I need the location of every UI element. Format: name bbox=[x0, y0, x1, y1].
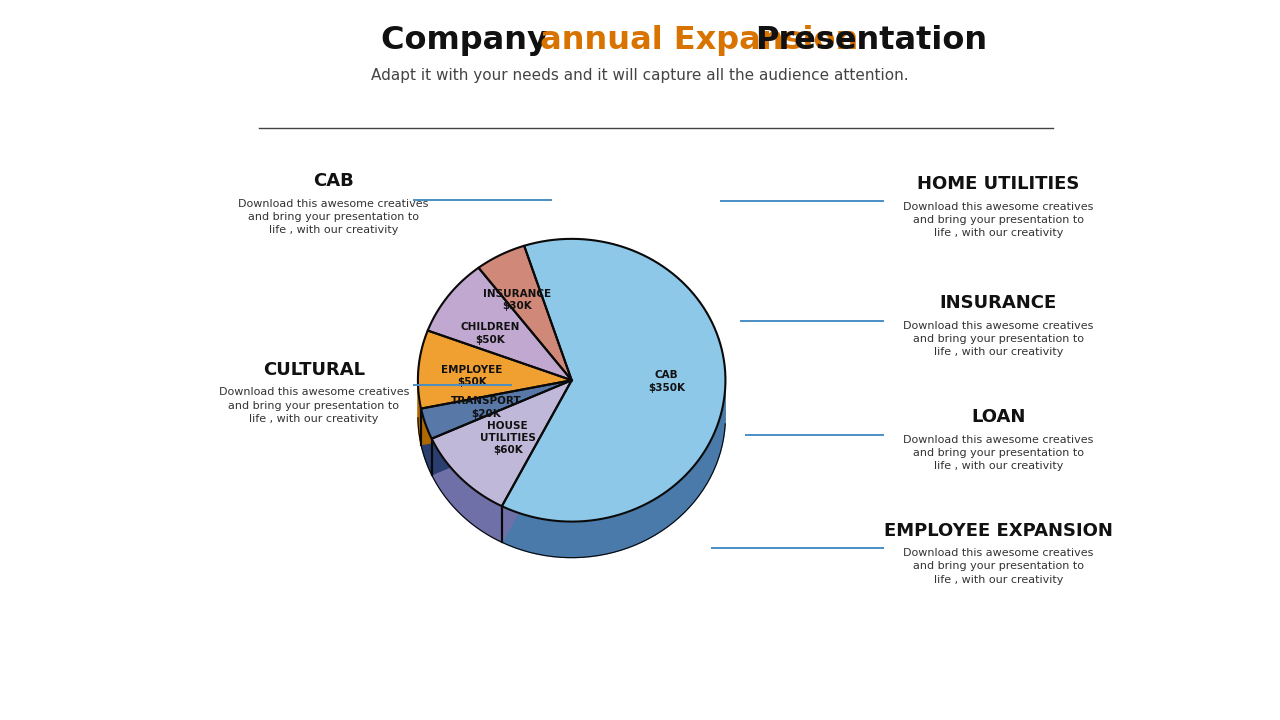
Text: INSURANCE: INSURANCE bbox=[940, 294, 1057, 312]
Text: Download this awesome creatives
and bring your presentation to
life , with our c: Download this awesome creatives and brin… bbox=[904, 202, 1093, 238]
Text: Download this awesome creatives
and bring your presentation to
life , with our c: Download this awesome creatives and brin… bbox=[904, 548, 1093, 585]
Polygon shape bbox=[421, 380, 572, 445]
Polygon shape bbox=[502, 388, 726, 557]
Polygon shape bbox=[431, 380, 572, 506]
Text: HOUSE
UTILITIES
$60K: HOUSE UTILITIES $60K bbox=[480, 420, 535, 456]
Text: Download this awesome creatives
and bring your presentation to
life , with our c: Download this awesome creatives and brin… bbox=[904, 321, 1093, 357]
Polygon shape bbox=[431, 438, 502, 542]
Polygon shape bbox=[431, 380, 572, 474]
Polygon shape bbox=[502, 380, 572, 542]
Text: TRANSPORT
$20K: TRANSPORT $20K bbox=[451, 396, 521, 418]
Text: Download this awesome creatives
and bring your presentation to
life , with our c: Download this awesome creatives and brin… bbox=[904, 435, 1093, 471]
Text: CAB
$350K: CAB $350K bbox=[648, 370, 685, 393]
Text: LOAN: LOAN bbox=[972, 408, 1025, 426]
Text: CAB: CAB bbox=[314, 172, 355, 190]
Text: Download this awesome creatives
and bring your presentation to
life , with our c: Download this awesome creatives and brin… bbox=[238, 199, 429, 235]
Polygon shape bbox=[479, 246, 572, 380]
Text: annual Expansion: annual Expansion bbox=[529, 25, 869, 56]
Polygon shape bbox=[419, 330, 572, 408]
Text: EMPLOYEE
$50K: EMPLOYEE $50K bbox=[442, 365, 502, 387]
Polygon shape bbox=[428, 268, 572, 380]
Polygon shape bbox=[421, 408, 431, 474]
Polygon shape bbox=[502, 380, 572, 542]
Text: Download this awesome creatives
and bring your presentation to
life , with our c: Download this awesome creatives and brin… bbox=[219, 387, 408, 424]
Polygon shape bbox=[421, 380, 572, 445]
Text: INSURANCE
$30K: INSURANCE $30K bbox=[484, 289, 552, 311]
Text: Company: Company bbox=[381, 25, 559, 56]
Text: Presentation: Presentation bbox=[755, 25, 987, 56]
Text: Adapt it with your needs and it will capture all the audience attention.: Adapt it with your needs and it will cap… bbox=[371, 68, 909, 84]
Polygon shape bbox=[431, 380, 572, 474]
Text: CHILDREN
$50K: CHILDREN $50K bbox=[461, 323, 520, 345]
Text: HOME UTILITIES: HOME UTILITIES bbox=[916, 175, 1079, 193]
Text: CULTURAL: CULTURAL bbox=[262, 361, 365, 379]
Polygon shape bbox=[419, 382, 421, 445]
Text: EMPLOYEE EXPANSION: EMPLOYEE EXPANSION bbox=[883, 521, 1112, 539]
Polygon shape bbox=[421, 380, 572, 438]
Polygon shape bbox=[502, 239, 726, 521]
